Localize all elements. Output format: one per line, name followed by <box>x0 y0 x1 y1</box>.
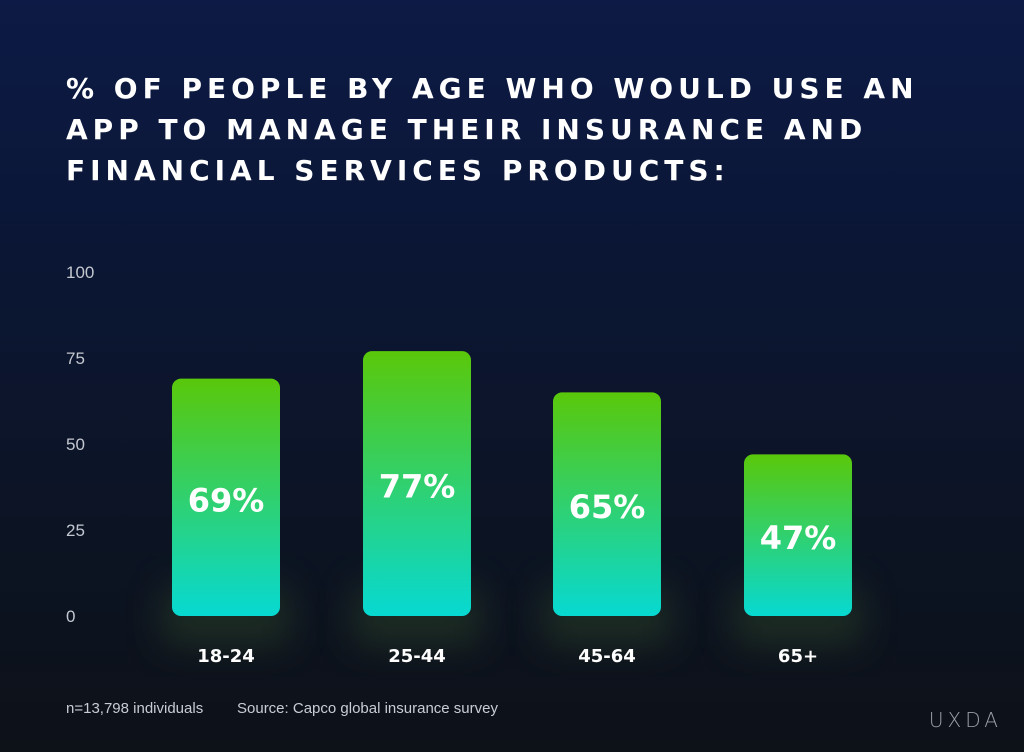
chart-title: % OF PEOPLE BY AGE WHO WOULD USE AN APP … <box>66 72 919 187</box>
y-tick-label: 25 <box>66 521 85 540</box>
bar-25-44 <box>363 351 471 616</box>
x-category-label: 45-64 <box>578 646 636 667</box>
y-tick-label: 75 <box>66 349 85 368</box>
data-label: 69% <box>188 481 265 519</box>
x-category-label: 65+ <box>778 646 818 667</box>
uxda-logo: UXDA <box>928 708 1002 732</box>
x-category-label: 18-24 <box>197 646 255 667</box>
data-label: 47% <box>760 519 837 557</box>
bar-65+ <box>744 454 852 616</box>
y-tick-label: 100 <box>66 263 94 282</box>
bar-45-64 <box>553 392 661 616</box>
source-note: Source: Capco global insurance survey <box>237 700 498 717</box>
y-tick-label: 50 <box>66 435 85 454</box>
bar-18-24 <box>172 378 280 616</box>
data-label: 77% <box>379 468 456 506</box>
y-tick-label: 0 <box>66 607 75 626</box>
sample-size-note: n=13,798 individuals <box>66 700 204 717</box>
data-label: 65% <box>569 488 646 526</box>
x-category-label: 25-44 <box>388 646 446 667</box>
